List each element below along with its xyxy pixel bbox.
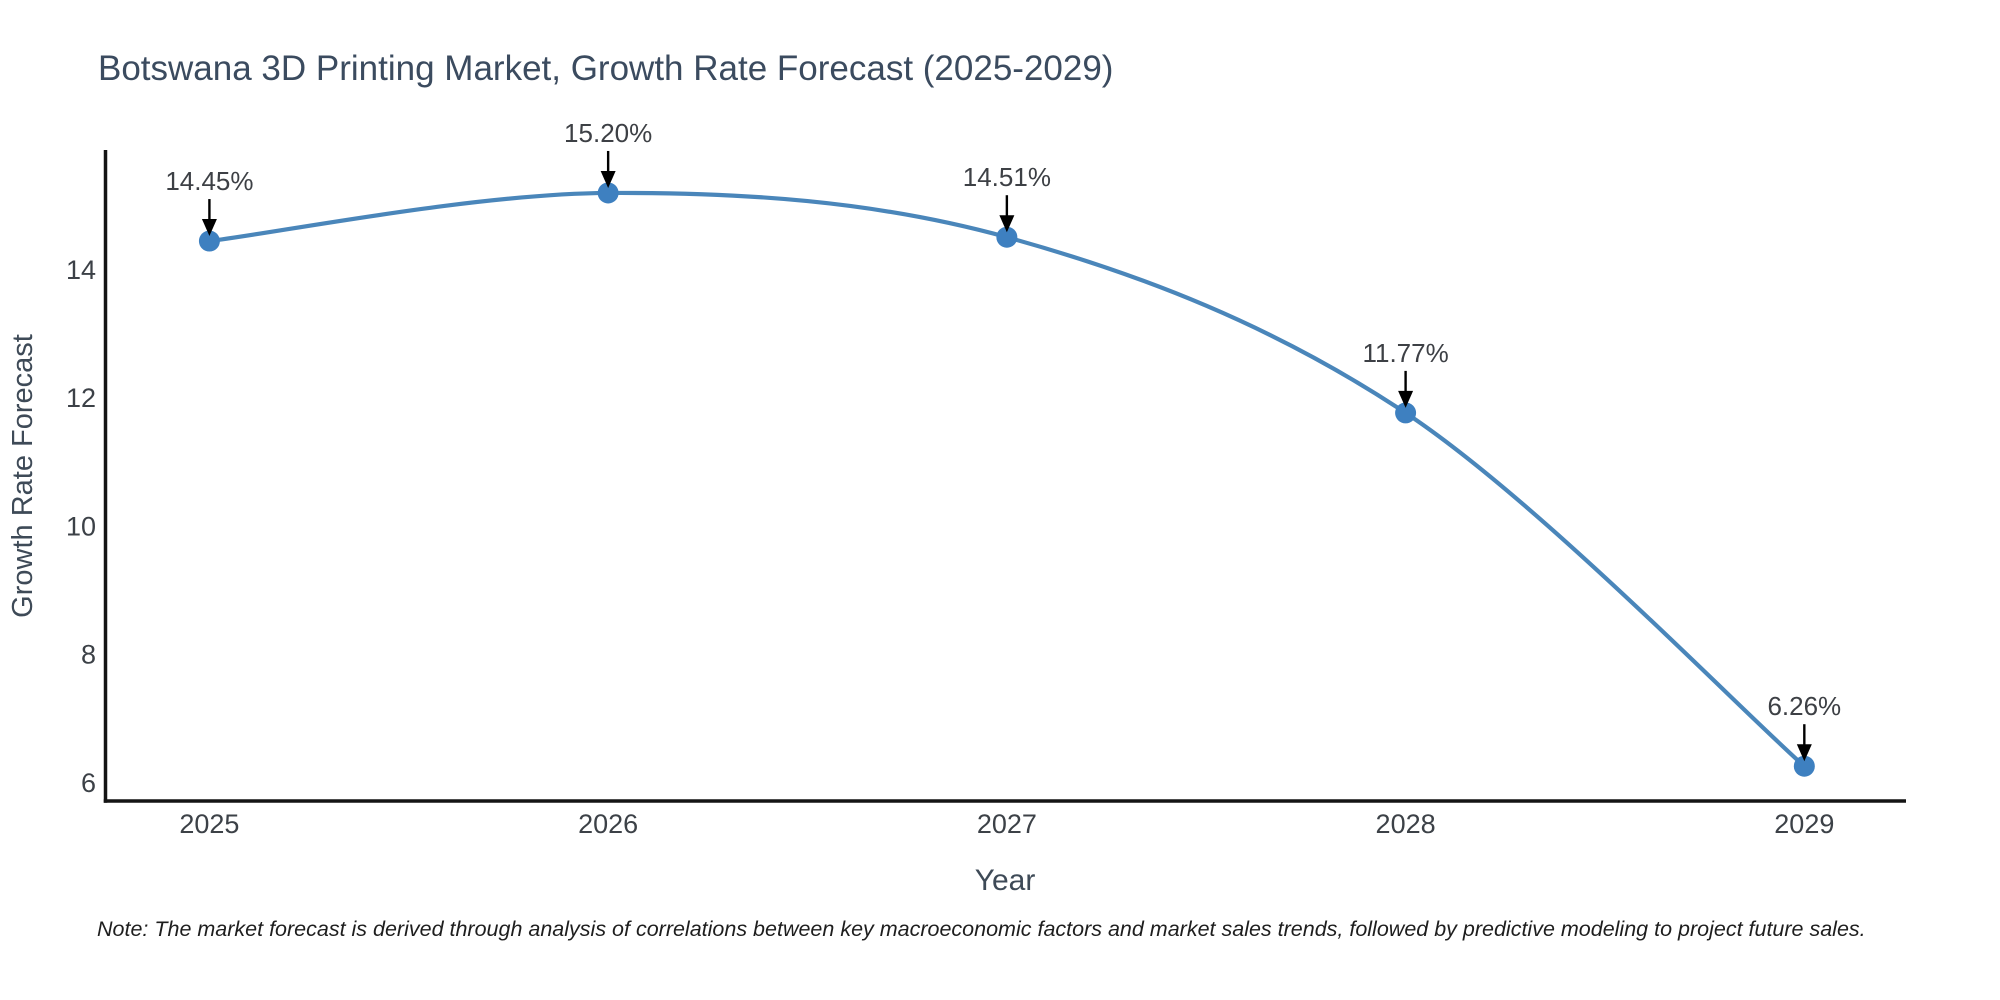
x-tick-label: 2027 [977, 809, 1037, 839]
data-point-label: 11.77% [1362, 338, 1448, 368]
chart-title: Botswana 3D Printing Market, Growth Rate… [98, 49, 1113, 88]
data-point-label: 6.26% [1767, 691, 1841, 721]
annotation-arrow-head [1796, 744, 1812, 762]
y-tick-label: 10 [66, 511, 96, 541]
y-tick-label: 14 [66, 255, 96, 285]
annotation-arrow-head [600, 170, 616, 188]
data-point-label: 14.51% [963, 162, 1051, 192]
data-point-label: 15.20% [564, 118, 652, 148]
data-point-marker [1793, 755, 1815, 777]
y-tick-label: 12 [66, 383, 96, 413]
y-tick-labels: 6 8 10 12 14 [66, 255, 96, 798]
y-tick-label: 8 [81, 640, 96, 670]
y-axis-title: Growth Rate Forecast [7, 334, 39, 618]
x-tick-label: 2028 [1376, 809, 1436, 839]
y-tick-label: 6 [81, 768, 96, 798]
x-tick-label: 2029 [1774, 809, 1834, 839]
data-point-marker [198, 230, 220, 252]
x-tick-label: 2026 [578, 809, 638, 839]
footnote: Note: The market forecast is derived thr… [97, 917, 1866, 941]
annotations: 14.45% 15.20% 14.51% 11.77% 6.26% [165, 118, 1841, 762]
data-point-marker [996, 226, 1018, 248]
data-point-label: 14.45% [165, 166, 253, 196]
x-axis-title: Year [975, 864, 1036, 897]
data-point-marker [597, 182, 619, 204]
forecast-line [207, 190, 1807, 769]
annotation-arrow-head [999, 215, 1015, 233]
axes [103, 150, 1906, 803]
annotation-arrow-head [1398, 390, 1414, 408]
annotation-arrow-head [201, 219, 217, 237]
x-tick-labels: 2025 2026 2027 2028 2029 [179, 809, 1834, 839]
data-point-marker [1395, 402, 1417, 424]
data-points [198, 182, 1815, 777]
x-tick-label: 2025 [179, 809, 239, 839]
